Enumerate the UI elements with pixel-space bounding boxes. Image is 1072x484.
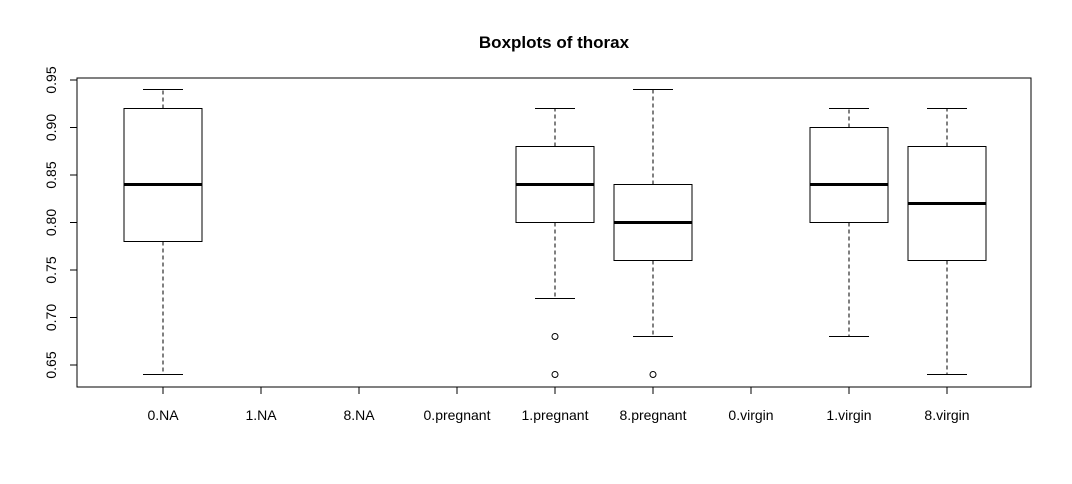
x-tick-label: 1.pregnant — [522, 407, 589, 423]
x-tick-label: 1.virgin — [826, 407, 871, 423]
box-0-NA — [123, 89, 203, 375]
x-tick-label: 8.NA — [343, 407, 375, 423]
y-axis: 0.65 0.70 0.75 0.80 0.85 0.90 0.95 — [43, 66, 78, 379]
iqr-box — [809, 127, 889, 223]
outlier-point — [649, 371, 657, 378]
y-tick-label: 0.65 — [43, 351, 59, 378]
x-tick-label: 8.virgin — [924, 407, 969, 423]
box-8-virgin — [907, 108, 987, 375]
boxes-group — [123, 89, 987, 378]
x-tick-label: 0.pregnant — [424, 407, 491, 423]
x-tick-label: 0.virgin — [728, 407, 773, 423]
y-tick-label: 0.85 — [43, 161, 59, 188]
x-axis: 0.NA 1.NA 8.NA 0.pregnant 1.pregnant 8.pregna… — [147, 386, 970, 423]
y-tick-label: 0.80 — [43, 209, 59, 236]
outlier-point — [551, 371, 559, 378]
x-tick-label: 0.NA — [147, 407, 179, 423]
box-8-pregnant — [613, 89, 693, 378]
chart-title: Boxplots of thorax — [479, 33, 630, 52]
plot-frame — [76, 77, 1032, 388]
x-tick-label: 1.NA — [245, 407, 277, 423]
box-1-pregnant — [515, 108, 595, 378]
iqr-box — [123, 108, 203, 242]
box-1-virgin — [809, 108, 889, 337]
outlier-point — [551, 333, 559, 340]
y-tick-label: 0.70 — [43, 304, 59, 331]
x-tick-label: 8.pregnant — [620, 407, 687, 423]
y-tick-label: 0.75 — [43, 256, 59, 283]
y-tick-label: 0.95 — [43, 66, 59, 93]
y-tick-label: 0.90 — [43, 114, 59, 141]
